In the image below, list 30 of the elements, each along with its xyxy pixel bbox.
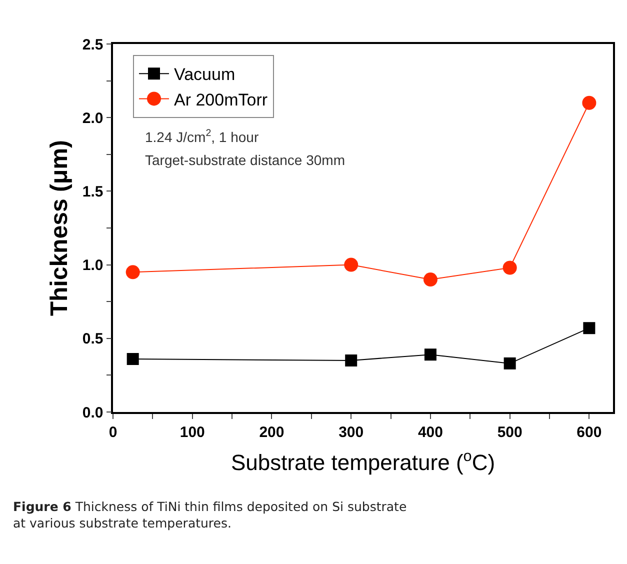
y-tick-label: 2.5 bbox=[82, 36, 104, 54]
point bbox=[423, 272, 438, 287]
point bbox=[126, 353, 139, 366]
caption: Figure 6 Thickness of TiNi thin films deposited on Si substrate at various substrate temperatures. bbox=[13, 499, 407, 530]
point bbox=[424, 348, 436, 361]
annotation: Target-substrate distance 30mm bbox=[145, 152, 345, 168]
point bbox=[502, 260, 517, 275]
x-axis-title: Substrate temperature ($^{o}$C) bbox=[230, 448, 496, 476]
annotation: 1.24 J/cm$^{2}$, 1 hour bbox=[145, 128, 259, 145]
point bbox=[504, 357, 516, 370]
x-tick-label: 500 bbox=[497, 424, 522, 441]
x-tick-label: 0 bbox=[108, 424, 118, 441]
y-axis-title: Thickness (μm) bbox=[46, 140, 73, 316]
point bbox=[345, 354, 358, 366]
legend-label: Vacuum bbox=[174, 65, 236, 84]
x-tick-label: 600 bbox=[576, 424, 602, 441]
y-tick-label: 0.5 bbox=[82, 330, 104, 348]
point bbox=[582, 96, 596, 110]
y-tick-label: 1.5 bbox=[82, 183, 104, 200]
point bbox=[583, 322, 596, 334]
x-tick-label: 300 bbox=[338, 424, 364, 441]
x-tick-label: 200 bbox=[259, 424, 284, 441]
point bbox=[126, 265, 140, 280]
x-tick-label: 400 bbox=[418, 424, 443, 441]
legend-label: Ar 200mTorr bbox=[174, 90, 268, 110]
y-tick-label: 2.0 bbox=[82, 110, 104, 127]
y-tick-label: 0.0 bbox=[82, 404, 104, 422]
x-tick-label: 100 bbox=[180, 424, 205, 441]
point bbox=[344, 258, 358, 272]
y-tick-label: 1.0 bbox=[82, 257, 104, 274]
